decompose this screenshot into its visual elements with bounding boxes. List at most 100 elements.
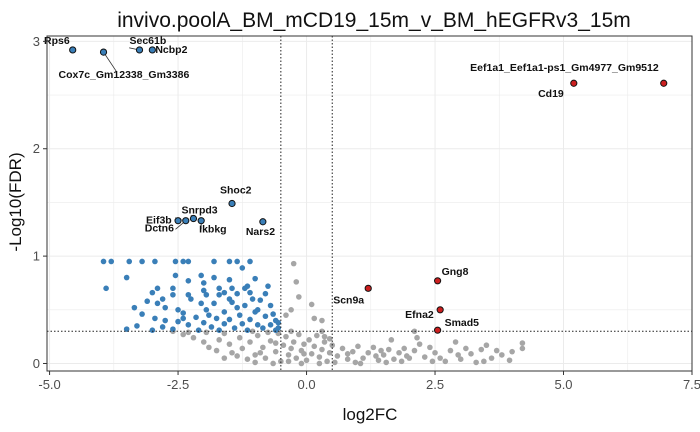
down-point bbox=[175, 306, 181, 313]
ns-point bbox=[280, 342, 287, 349]
ns-point bbox=[301, 341, 307, 347]
ns-point bbox=[319, 346, 325, 353]
down-point bbox=[175, 318, 181, 325]
x-tick-label: 7.5 bbox=[683, 377, 700, 392]
ns-point bbox=[221, 330, 228, 337]
down-point bbox=[216, 285, 222, 292]
ns-point bbox=[429, 358, 436, 365]
down-point bbox=[134, 323, 140, 329]
ns-point bbox=[236, 334, 243, 341]
x-tick-label: 5.0 bbox=[554, 377, 572, 392]
ns-point bbox=[311, 343, 318, 350]
down-point bbox=[234, 304, 240, 311]
down-point bbox=[200, 287, 207, 294]
ns-point bbox=[226, 341, 233, 347]
down-point bbox=[172, 272, 179, 279]
down-point bbox=[257, 297, 264, 303]
ns-point bbox=[296, 294, 302, 300]
down-point bbox=[139, 258, 145, 265]
ns-point bbox=[290, 260, 297, 267]
down-point bbox=[267, 302, 274, 309]
ns-point bbox=[252, 359, 258, 366]
ns-point bbox=[321, 339, 328, 345]
ns-point bbox=[270, 360, 276, 367]
ns-point bbox=[324, 358, 330, 365]
ns-point bbox=[272, 348, 279, 355]
ns-point bbox=[411, 328, 418, 335]
down-point bbox=[200, 319, 207, 326]
ns-point bbox=[319, 328, 325, 335]
ns-point bbox=[249, 328, 256, 335]
ns-point bbox=[403, 353, 410, 359]
labeled-points bbox=[69, 46, 668, 334]
down-point bbox=[234, 258, 240, 265]
down-point bbox=[180, 258, 186, 265]
ns-point bbox=[411, 347, 418, 354]
down-point bbox=[185, 322, 192, 328]
down-point bbox=[267, 322, 274, 328]
ns-point bbox=[334, 353, 341, 359]
down-point bbox=[208, 324, 215, 330]
ns-point bbox=[360, 355, 366, 361]
ns-point bbox=[468, 351, 474, 357]
down-point bbox=[226, 316, 233, 323]
ns-point bbox=[200, 339, 207, 345]
down-point bbox=[234, 290, 240, 297]
chart-title: invivo.poolA_BM_mCD19_15m_v_BM_hEGFRv3_1… bbox=[117, 9, 631, 32]
ns-point bbox=[414, 334, 420, 341]
point-label: Sec61b bbox=[130, 35, 167, 47]
down-point bbox=[162, 304, 169, 311]
down-point bbox=[272, 327, 279, 333]
down-point bbox=[226, 258, 233, 265]
down-point bbox=[100, 258, 107, 265]
down-point bbox=[265, 283, 271, 289]
labeled-point-cd19 bbox=[570, 79, 578, 87]
ns-point bbox=[421, 354, 428, 360]
down-point bbox=[242, 285, 248, 292]
point-label: Dctn6 bbox=[145, 223, 174, 235]
ns-point bbox=[442, 358, 449, 365]
down-point bbox=[275, 319, 282, 326]
down-point bbox=[231, 325, 238, 331]
ns-point bbox=[447, 347, 454, 354]
point-label: Eif3b bbox=[146, 215, 172, 227]
labeled-point-nars2 bbox=[259, 218, 267, 226]
labeled-point-shoc2 bbox=[228, 199, 236, 208]
down-point bbox=[170, 285, 176, 292]
ns-point bbox=[463, 345, 469, 352]
down-point bbox=[126, 258, 133, 265]
panel-border bbox=[46, 35, 693, 372]
down-point bbox=[252, 275, 258, 282]
down-point bbox=[193, 314, 199, 321]
labeled-point-ikbkg bbox=[197, 217, 205, 225]
ns-point bbox=[288, 306, 294, 313]
down-point bbox=[216, 291, 222, 298]
labeled-point-smad5 bbox=[433, 326, 442, 334]
ns-point bbox=[332, 359, 338, 366]
ns-point bbox=[416, 341, 423, 347]
ns-point bbox=[290, 339, 297, 345]
ns-point bbox=[385, 346, 392, 353]
ns-point bbox=[301, 351, 307, 357]
down-point bbox=[254, 322, 261, 328]
ns-point bbox=[375, 357, 382, 364]
down-point bbox=[249, 296, 256, 302]
down-point bbox=[103, 285, 109, 292]
labeled-point-efna2 bbox=[436, 306, 444, 314]
down-point bbox=[211, 274, 217, 281]
ns-point bbox=[308, 351, 315, 357]
ns-point bbox=[488, 355, 495, 361]
leader-line bbox=[103, 51, 117, 72]
down-point bbox=[216, 327, 222, 333]
ns-point bbox=[308, 301, 315, 308]
down-point bbox=[149, 327, 156, 333]
point-label: Ncbp2 bbox=[155, 44, 187, 56]
ns-point bbox=[344, 351, 351, 357]
labeled-point-dctn6 bbox=[182, 217, 190, 225]
down-point bbox=[159, 324, 166, 330]
x-tick-label: -5.0 bbox=[38, 377, 60, 392]
ns-point bbox=[278, 358, 284, 365]
point-label: Gng8 bbox=[442, 266, 469, 278]
labeled-point-cox7c_gm12338_gm3386 bbox=[99, 48, 108, 56]
x-tick-label: 2.5 bbox=[426, 377, 444, 392]
